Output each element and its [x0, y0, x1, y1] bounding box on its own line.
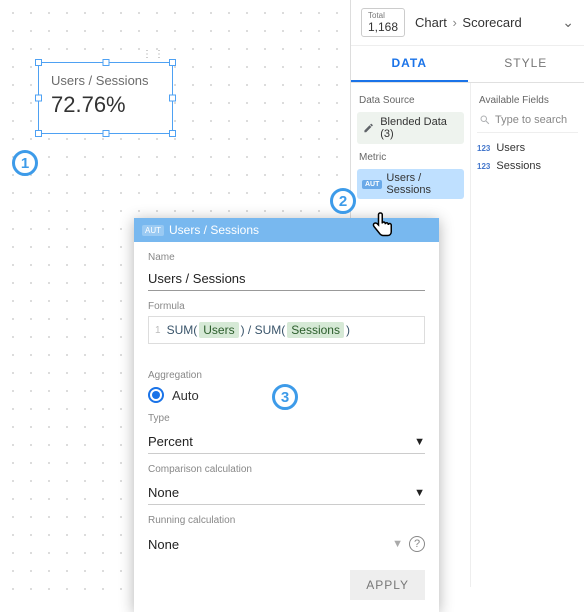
resize-handle[interactable]: [169, 59, 176, 66]
resize-handle[interactable]: [35, 59, 42, 66]
resize-handle[interactable]: [35, 95, 42, 102]
aggregation-label: Aggregation: [148, 370, 425, 381]
annotation-callout-3: 3: [272, 384, 298, 410]
datasource-name: Blended Data (3): [380, 116, 458, 140]
type-label: Type: [148, 413, 425, 424]
formula-editor[interactable]: 1 SUM(Users) / SUM(Sessions): [148, 316, 425, 344]
field-name: Users: [496, 142, 525, 154]
metric-name: Users / Sessions: [386, 172, 459, 196]
name-input[interactable]: [148, 267, 425, 291]
popover-type-badge: AUT: [142, 225, 164, 236]
total-count-box[interactable]: Total 1,168: [361, 8, 405, 37]
line-number: 1: [155, 323, 161, 336]
running-value: None: [148, 537, 179, 552]
formula-field-label: Formula: [148, 301, 425, 312]
type-value: Percent: [148, 434, 193, 449]
metric-editor-popover: AUT Users / Sessions Name Formula 1 SUM(…: [134, 218, 439, 612]
radio-selected-icon: [148, 387, 164, 403]
comparison-select[interactable]: None ▼: [148, 479, 425, 505]
comparison-value: None: [148, 485, 179, 500]
tab-style[interactable]: STYLE: [468, 46, 584, 82]
annotation-callout-1: 1: [12, 150, 38, 176]
formula-content: SUM(Users) / SUM(Sessions): [167, 323, 350, 337]
dropdown-arrow-icon: ▼: [414, 436, 425, 448]
dropdown-arrow-icon: ▼: [392, 538, 403, 550]
scorecard-title: Users / Sessions: [51, 73, 160, 88]
resize-handle[interactable]: [169, 130, 176, 137]
dropdown-arrow-icon: ▼: [414, 487, 425, 499]
apply-button[interactable]: APPLY: [350, 570, 425, 600]
field-type-badge: 123: [477, 162, 490, 171]
popover-title: Users / Sessions: [169, 223, 259, 237]
breadcrumb-root: Chart: [415, 15, 447, 30]
metric-section-label: Metric: [359, 152, 464, 163]
resize-handle[interactable]: [102, 130, 109, 137]
field-name: Sessions: [496, 160, 541, 172]
running-select[interactable]: None ▼ ?: [148, 530, 425, 556]
resize-handle[interactable]: [169, 95, 176, 102]
chevron-down-icon[interactable]: ⌄: [562, 14, 574, 31]
total-label: Total: [368, 11, 398, 20]
running-label: Running calculation: [148, 515, 425, 526]
resize-handle[interactable]: [102, 59, 109, 66]
breadcrumb-separator-icon: ›: [452, 15, 456, 30]
metric-type-badge: AUT: [362, 180, 382, 189]
comparison-label: Comparison calculation: [148, 464, 425, 475]
type-select[interactable]: Percent ▼: [148, 428, 425, 454]
aggregation-value: Auto: [172, 388, 199, 403]
tabs: DATA STYLE: [351, 46, 584, 83]
field-type-badge: 123: [477, 144, 490, 153]
metric-chip[interactable]: AUT Users / Sessions: [357, 169, 464, 199]
field-item[interactable]: 123 Users: [477, 139, 578, 157]
fields-column: Available Fields Type to search 123 User…: [471, 83, 584, 587]
datasource-chip[interactable]: Blended Data (3): [357, 112, 464, 144]
pencil-icon: [363, 122, 374, 134]
panel-header: Total 1,168 Chart › Scorecard ⌄: [351, 0, 584, 46]
available-fields-label: Available Fields: [479, 95, 578, 106]
drag-handle-icon[interactable]: ⋮⋮: [142, 49, 166, 60]
pointer-cursor-icon: [370, 210, 396, 240]
scorecard-value: 72.76%: [51, 92, 160, 118]
help-icon[interactable]: ?: [409, 536, 425, 552]
tab-data[interactable]: DATA: [351, 46, 468, 82]
search-placeholder: Type to search: [495, 114, 567, 126]
breadcrumb-leaf: Scorecard: [462, 15, 521, 30]
annotation-callout-2: 2: [330, 188, 356, 214]
field-item[interactable]: 123 Sessions: [477, 157, 578, 175]
scorecard-element[interactable]: ⋮⋮ Users / Sessions 72.76%: [38, 62, 173, 134]
field-search[interactable]: Type to search: [477, 112, 578, 133]
resize-handle[interactable]: [35, 130, 42, 137]
search-icon: [479, 114, 491, 126]
total-value: 1,168: [368, 20, 398, 34]
name-field-label: Name: [148, 252, 425, 263]
datasource-section-label: Data Source: [359, 95, 464, 106]
breadcrumb[interactable]: Chart › Scorecard: [415, 15, 562, 30]
